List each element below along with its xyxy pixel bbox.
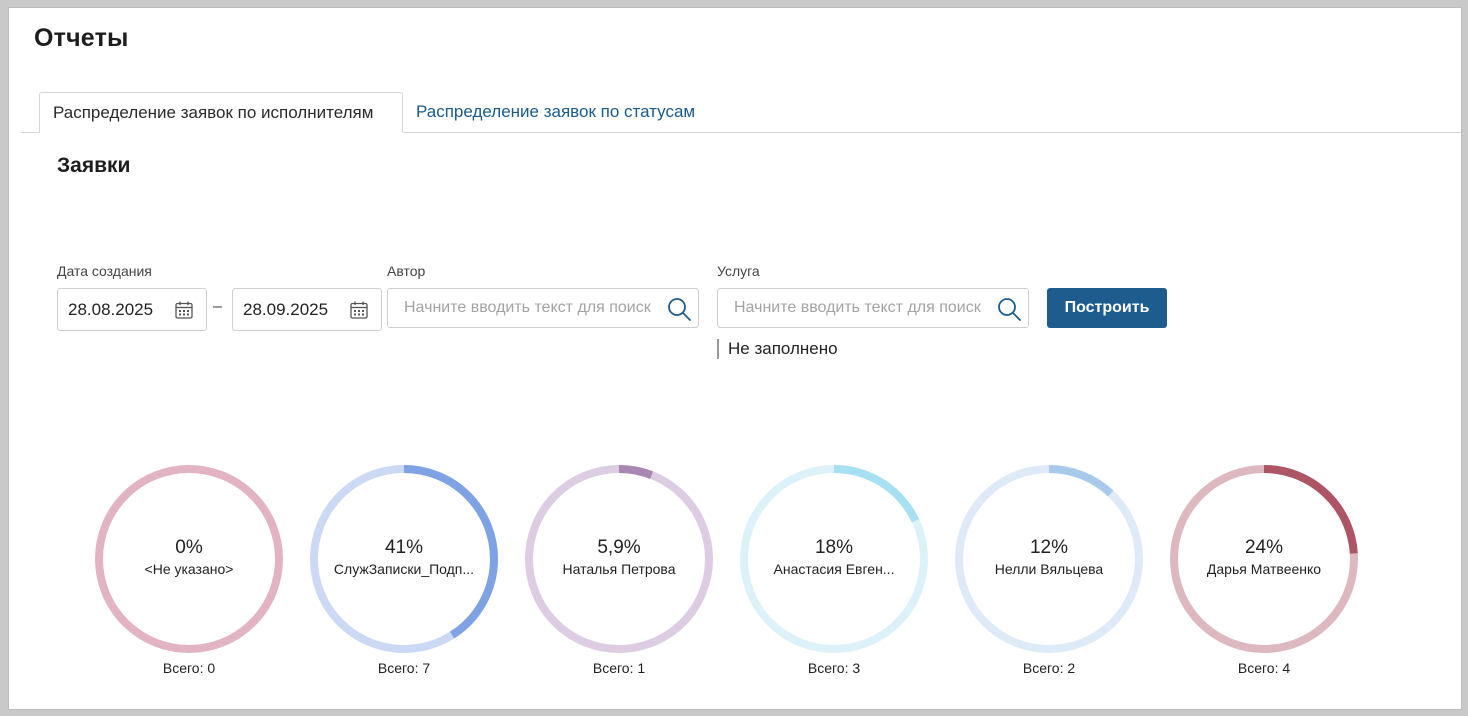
donut-percent: 5,9% — [597, 537, 641, 558]
donut-ring — [740, 465, 928, 653]
donut-slice — [1170, 465, 1358, 653]
donut-label: Наталья Петрова — [562, 561, 676, 577]
donut-label: Дарья Матвеенко — [1206, 561, 1322, 577]
service-search-box — [717, 288, 1029, 328]
date-to-field[interactable]: 28.09.2025 — [232, 288, 382, 331]
donut-ring — [955, 465, 1143, 653]
search-icon[interactable] — [666, 296, 692, 322]
section-title: Заявки — [57, 154, 131, 177]
donut-slice — [955, 465, 1143, 653]
author-search-input[interactable] — [398, 289, 658, 327]
donut-total: Всего: 1 — [592, 660, 646, 676]
donut-ring — [95, 465, 283, 653]
donut-slice — [740, 465, 928, 653]
tabs-divider — [21, 132, 1461, 133]
calendar-icon[interactable] — [349, 300, 369, 320]
donut-ring — [525, 465, 713, 653]
service-label: Услуга — [717, 263, 760, 279]
date-label: Дата создания — [57, 263, 152, 279]
calendar-icon[interactable] — [174, 300, 194, 320]
page-title: Отчеты — [34, 24, 129, 52]
tab-by-statuses[interactable]: Распределение заявок по статусам — [416, 102, 696, 121]
date-from-field[interactable]: 28.08.2025 — [57, 288, 207, 331]
donut-total: Всего: 3 — [807, 660, 861, 676]
donut-total: Всего: 2 — [1022, 660, 1076, 676]
donut-total: Всего: 4 — [1237, 660, 1291, 676]
donut-percent: 18% — [814, 537, 854, 558]
date-to-value: 28.09.2025 — [243, 300, 329, 319]
donut-slice — [525, 465, 713, 653]
donut-label: Анастасия Евген... — [773, 561, 895, 577]
date-from-value: 28.08.2025 — [68, 300, 154, 319]
donut-percent: 0% — [175, 537, 203, 558]
donut-chart[interactable]: 41% СлужЗаписки_Подп... Всего: 7 — [306, 461, 502, 681]
donut-track — [955, 465, 1143, 653]
donut-chart[interactable]: 0% <Не указано> Всего: 0 — [91, 461, 287, 681]
donut-label: СлужЗаписки_Подп... — [333, 561, 475, 577]
donut-total: Всего: 0 — [162, 660, 216, 676]
donut-chart[interactable]: 5,9% Наталья Петрова Всего: 1 — [521, 461, 717, 681]
author-search-box — [387, 288, 699, 328]
author-label: Автор — [387, 263, 426, 279]
donut-label: Нелли Вяльцева — [994, 561, 1104, 577]
donut-percent: 12% — [1029, 537, 1069, 558]
tab-by-assignees[interactable]: Распределение заявок по исполнителям — [39, 92, 403, 133]
service-search-input[interactable] — [728, 289, 988, 327]
donut-slice — [310, 465, 498, 653]
build-report-button[interactable]: Построить — [1047, 288, 1167, 328]
donut-track — [525, 465, 713, 653]
donut-total: Всего: 7 — [377, 660, 431, 676]
service-empty-note: Не заполнено — [717, 339, 838, 359]
donut-ring — [310, 465, 498, 653]
donut-ring — [1170, 465, 1358, 653]
report-window: Отчеты Распределение заявок по исполните… — [8, 7, 1462, 710]
donut-percent: 24% — [1244, 537, 1284, 558]
donut-chart[interactable]: 18% Анастасия Евген... Всего: 3 — [736, 461, 932, 681]
donut-chart[interactable]: 24% Дарья Матвеенко Всего: 4 — [1166, 461, 1362, 681]
donut-chart[interactable]: 12% Нелли Вяльцева Всего: 2 — [951, 461, 1147, 681]
date-range-separator: – — [213, 298, 222, 315]
donut-label: <Не указано> — [144, 561, 234, 577]
donut-percent: 41% — [384, 537, 424, 558]
donut-track — [95, 465, 283, 653]
search-icon[interactable] — [996, 296, 1022, 322]
